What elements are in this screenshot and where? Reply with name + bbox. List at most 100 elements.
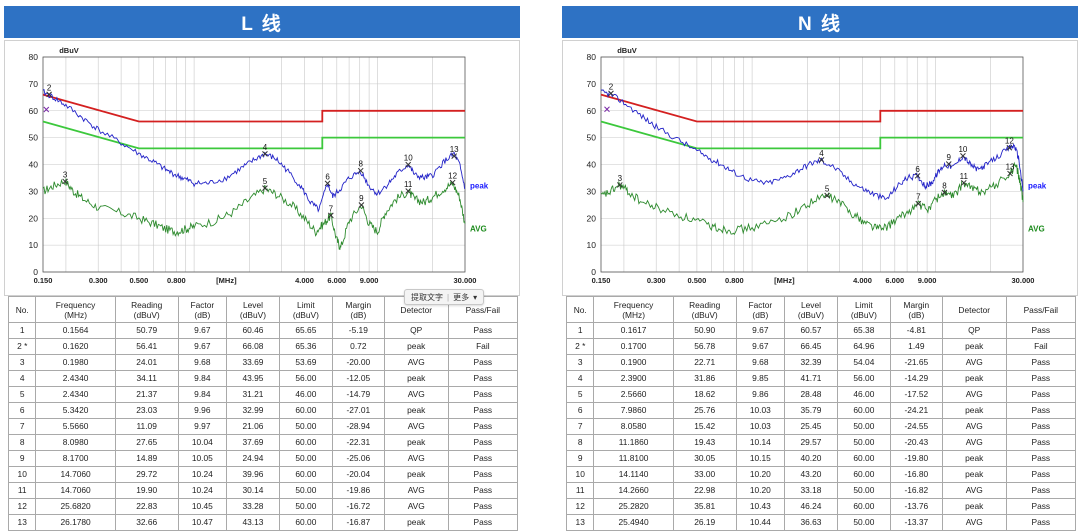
table-cell: Pass [1005, 514, 1077, 531]
x-tick-label: 0.300 [89, 276, 108, 285]
table-cell: 56.78 [672, 338, 737, 355]
marker-cross-b [941, 189, 948, 196]
table-cell: 1 [565, 322, 595, 339]
table-cell: 1 [7, 322, 37, 339]
table-cell: 60.57 [784, 322, 838, 339]
y-axis-label: dBuV [59, 46, 79, 55]
x-tick-label: 30.000 [454, 276, 477, 285]
table-row: 5 2.5660 18.62 9.86 28.48 46.00 -17.52 AVG Pass [565, 386, 1077, 403]
avg-series-label: AVG [470, 225, 487, 234]
table-cell: 26.19 [672, 514, 737, 531]
table-cell: Pass [447, 402, 519, 419]
table-cell: peak [383, 466, 449, 483]
data-point-marker [1007, 170, 1013, 177]
y-tick-label: 10 [587, 240, 597, 250]
table-cell: 50.00 [836, 514, 891, 531]
table-cell: 6 [7, 402, 37, 419]
peak-series-label: peak [470, 182, 489, 191]
marker-cross-b [358, 202, 365, 208]
marker-number-label: 12 [1005, 137, 1014, 146]
marker-number-label: 13 [450, 145, 459, 154]
table-cell: 32.39 [784, 354, 838, 371]
panel-l-line: L 线 0 10 20 30 40 50 60 70 80 dBuV 0.150 0.300 0.500… [4, 6, 520, 531]
table-cell: -5.19 [331, 322, 385, 339]
marker-number-label: 5 [825, 184, 830, 193]
x-tick-label: 4.000 [295, 276, 314, 285]
table-cell: 28.48 [784, 386, 838, 403]
peak-curve [42, 89, 466, 213]
table-cell: 56.00 [836, 370, 891, 387]
table-cell: Pass [1005, 466, 1077, 483]
table-row: 9 11.8100 30.05 10.15 40.20 60.00 -19.80 peak Pa… [565, 450, 1077, 467]
table-cell: -28.94 [331, 418, 385, 435]
table-cell: 10.47 [177, 514, 228, 531]
table-cell: 11 [7, 482, 37, 499]
emi-chart-l: 0 10 20 30 40 50 60 70 80 dBuV 0.150 0.300 0.500 0.80… [4, 40, 520, 296]
emi-chart-n: 0 10 20 30 40 50 60 70 80 dBuV 0.150 0.300 0.500 0.80… [562, 40, 1078, 296]
table-cell: 31.21 [226, 386, 280, 403]
table-cell: 60.00 [836, 402, 891, 419]
table-cell: 19.90 [114, 482, 179, 499]
text-extract-popup[interactable]: 提取文字 | 更多 ▾ [404, 289, 485, 305]
table-cell: 1.49 [889, 338, 943, 355]
table-row: 10 14.1140 33.00 10.20 43.20 60.00 -16.80 peak P… [565, 466, 1077, 483]
table-cell: Pass [1005, 482, 1077, 499]
table-cell: 65.65 [278, 322, 333, 339]
table-cell: 24.01 [114, 354, 179, 371]
table-cell: 60.00 [278, 514, 333, 531]
table-cell: 11.8100 [593, 450, 674, 467]
table-row: 7 8.0580 15.42 10.03 25.45 50.00 -24.55 AVG Pass [565, 418, 1077, 435]
table-cell: 9.67 [735, 322, 786, 339]
table-cell: Pass [1005, 386, 1077, 403]
marker-number-label: 9 [947, 153, 952, 162]
table-cell: 2.4340 [35, 370, 116, 387]
y-tick-label: 50 [29, 133, 39, 143]
table-row: 11 14.7060 19.90 10.24 30.14 50.00 -19.86 AVG Pa… [7, 482, 519, 499]
table-cell: -21.65 [889, 354, 943, 371]
table-cell: 60.00 [836, 466, 891, 483]
table-cell: QP [383, 322, 449, 339]
y-tick-label: 70 [587, 79, 597, 89]
table-cell: 4 [7, 370, 37, 387]
marker-cross-b [1007, 170, 1013, 177]
y-tick-label: 50 [587, 133, 597, 143]
column-header: Factor (dB) [735, 296, 786, 323]
column-header: Reading (dBuV) [114, 296, 179, 323]
marker-number-label: 6 [325, 172, 330, 181]
y-tick-label: 80 [29, 52, 39, 62]
table-cell: peak [941, 450, 1007, 467]
table-cell: Pass [447, 482, 519, 499]
table-cell: 43.20 [784, 466, 838, 483]
marker-cross-b [945, 161, 952, 167]
table-row: 1 0.1617 50.90 9.67 60.57 65.38 -4.81 QP Pass [565, 322, 1077, 339]
y-axis-label: dBuV [617, 46, 637, 55]
table-cell: 2.5660 [593, 386, 674, 403]
extract-text-button[interactable]: 提取文字 [411, 292, 443, 302]
table-cell: 10.20 [735, 482, 786, 499]
table-cell: 34.11 [114, 370, 179, 387]
table-cell: -16.80 [889, 466, 943, 483]
data-point-marker [960, 179, 967, 186]
results-table-n: No. Frequency (MHz) Reading (dBuV) Factor (dB)… [565, 296, 1077, 531]
table-row: 2 * 0.1620 56.41 9.67 66.08 65.36 0.72 peak Fail [7, 338, 519, 355]
x-axis-unit-label: [MHz] [216, 276, 237, 285]
table-cell: -16.72 [331, 498, 385, 515]
table-cell: -19.86 [331, 482, 385, 499]
table-cell: 10 [565, 466, 595, 483]
x-tick-label: 0.500 [130, 276, 149, 285]
table-cell: 33.00 [672, 466, 737, 483]
chart-svg: 0 10 20 30 40 50 60 70 80 dBuV 0.150 0.300 0.500 0.80… [587, 46, 1047, 285]
y-tick-label: 10 [29, 240, 39, 250]
table-cell: peak [941, 338, 1007, 355]
chevron-down-icon[interactable]: ▾ [473, 292, 478, 302]
marker-number-label: 10 [958, 145, 967, 154]
table-cell: 46.00 [836, 386, 891, 403]
table-row: 12 25.2820 35.81 10.43 46.24 60.00 -13.76 peak P… [565, 498, 1077, 515]
column-header: Pass/Fail [1005, 296, 1077, 323]
column-header: No. [7, 296, 37, 323]
table-row: 7 5.5660 11.09 9.97 21.06 50.00 -28.94 AVG Pass [7, 418, 519, 435]
more-button[interactable]: 更多 [453, 292, 470, 302]
table-row: 6 5.3420 23.03 9.96 32.99 60.00 -27.01 peak Pass [7, 402, 519, 419]
table-cell: 13 [7, 514, 37, 531]
table-row: 8 8.0980 27.65 10.04 37.69 60.00 -22.31 peak Pas… [7, 434, 519, 451]
